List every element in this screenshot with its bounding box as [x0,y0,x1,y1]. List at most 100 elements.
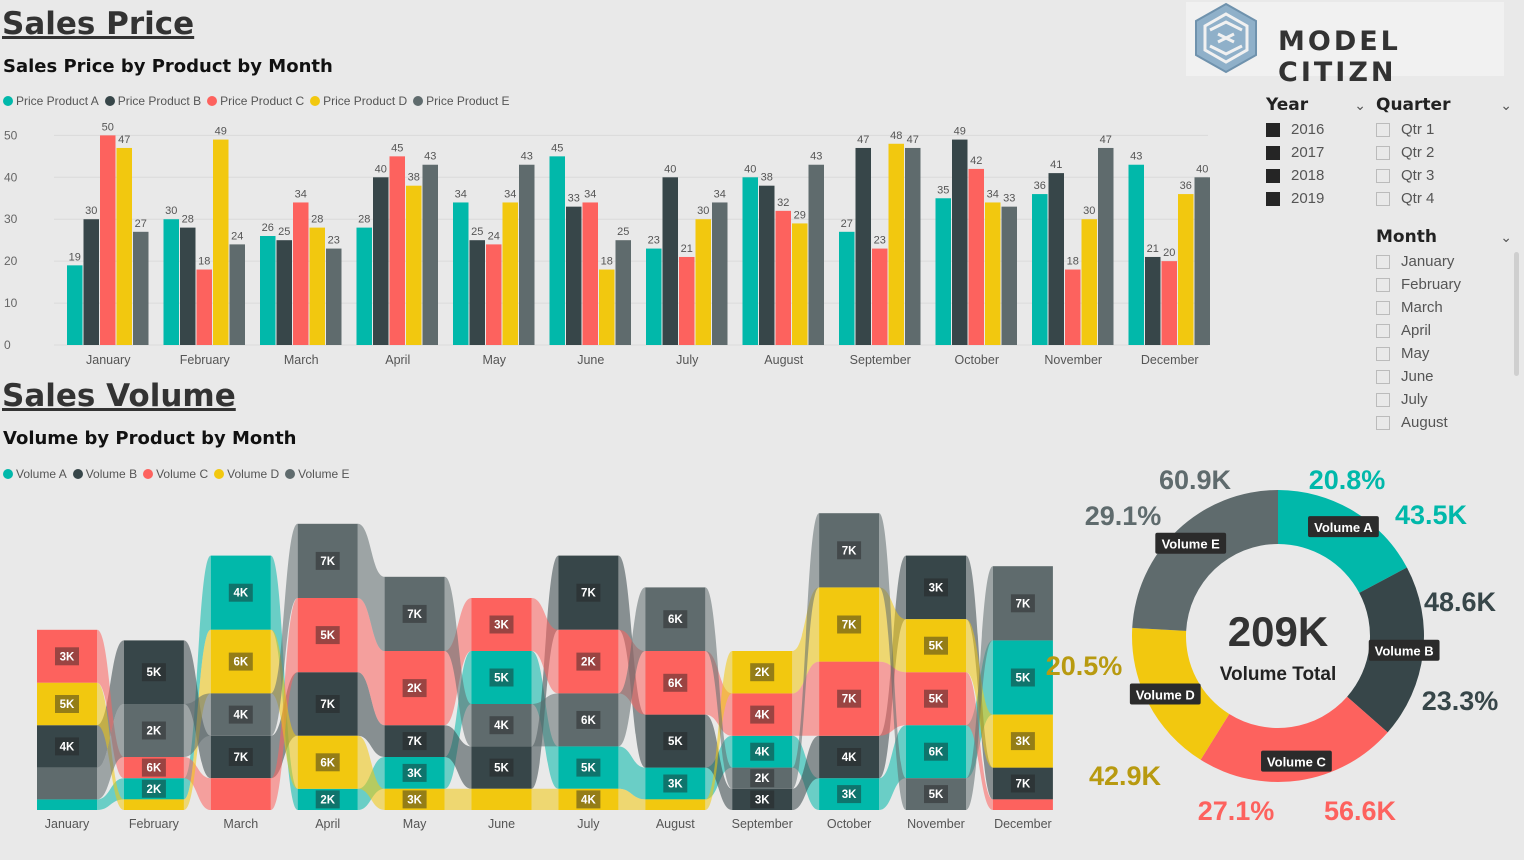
volume-legend-item[interactable]: Volume A [3,467,67,481]
volume-segment[interactable] [210,735,271,779]
volume-segment[interactable] [210,555,271,630]
price-bar[interactable] [1161,261,1178,345]
price-bar[interactable] [695,219,712,345]
price-bar[interactable] [196,269,213,345]
checkbox-icon[interactable] [1376,369,1390,384]
volume-segment[interactable] [732,693,793,736]
price-bar[interactable] [742,177,759,345]
price-bar[interactable] [1145,256,1161,345]
checkbox-checked-icon[interactable] [1266,191,1280,206]
checkbox-checked-icon[interactable] [1266,122,1280,137]
volume-segment[interactable] [471,788,532,810]
price-bar[interactable] [502,202,519,345]
volume-segment[interactable] [297,523,358,598]
checkbox-icon[interactable] [1376,300,1390,315]
volume-segment[interactable] [123,778,184,800]
volume-legend-item[interactable]: Volume D [214,467,279,481]
volume-segment[interactable] [819,778,880,810]
month-option[interactable]: July [1376,388,1512,411]
volume-segment[interactable] [210,778,271,810]
chevron-down-icon[interactable]: ⌄ [1500,228,1512,245]
chevron-down-icon[interactable]: ⌄ [1354,96,1366,113]
checkbox-icon[interactable] [1376,323,1390,338]
price-bar[interactable] [855,147,872,345]
price-bar[interactable] [662,177,679,345]
price-bar[interactable] [549,156,566,345]
volume-segment[interactable] [384,788,445,810]
volume-segment[interactable] [123,757,184,779]
volume-segment[interactable] [297,735,358,789]
volume-segment[interactable] [37,725,97,768]
volume-segment[interactable] [384,576,445,651]
volume-segment[interactable] [906,725,966,779]
chevron-down-icon[interactable]: ⌄ [1500,96,1512,113]
price-bar[interactable] [1032,194,1048,345]
price-bar[interactable] [615,240,632,345]
price-bar[interactable] [163,219,180,345]
volume-segment[interactable] [471,746,532,789]
quarter-option[interactable]: Qtr 2 [1376,141,1512,164]
price-bar[interactable] [1048,173,1065,345]
donut-slice[interactable] [1132,490,1278,631]
volume-segment[interactable] [558,693,619,747]
volume-segment[interactable] [297,598,358,673]
price-bar[interactable] [1128,164,1145,345]
volume-segment[interactable] [645,799,706,810]
volume-segment[interactable] [732,788,793,810]
price-bar[interactable] [775,210,792,345]
volume-segment[interactable] [37,799,97,810]
volume-segment[interactable] [645,587,706,651]
price-bar[interactable] [712,202,728,345]
price-bar[interactable] [839,231,855,345]
price-bar[interactable] [389,156,406,345]
price-bar[interactable] [293,202,309,345]
price-bar[interactable] [100,135,116,345]
price-bar[interactable] [1065,269,1081,345]
volume-segment[interactable] [384,651,445,726]
volume-segment[interactable] [645,651,706,715]
month-option[interactable]: March [1376,296,1512,319]
volume-segment[interactable] [123,704,184,757]
volume-segment[interactable] [819,661,880,736]
price-legend-item[interactable]: Price Product D [310,94,407,108]
volume-segment[interactable] [297,672,358,736]
volume-segment[interactable] [732,767,793,789]
volume-segment[interactable] [558,788,619,810]
volume-ribbon-chart[interactable]: 4K 5K 3K January 2K 6K 2K 5K February 7K 4K 6K 4K Mar… [0,500,1060,845]
price-legend-item[interactable]: Price Product B [104,94,201,108]
year-option[interactable]: 2018 [1266,164,1366,187]
quarter-option[interactable]: Qtr 3 [1376,164,1512,187]
volume-segment[interactable] [645,767,706,800]
month-option[interactable]: August [1376,411,1512,434]
quarter-option[interactable]: Qtr 4 [1376,187,1512,210]
volume-segment[interactable] [732,735,793,768]
volume-segment[interactable] [906,619,966,673]
volume-segment[interactable] [210,629,271,694]
price-bar[interactable] [872,248,888,345]
price-bar[interactable] [356,227,373,345]
volume-segment[interactable] [210,693,271,736]
price-bar[interactable] [808,164,825,345]
price-bar[interactable] [1178,194,1194,345]
checkbox-icon[interactable] [1376,415,1390,430]
price-bar[interactable] [229,244,246,345]
month-option[interactable]: February [1376,273,1512,296]
month-option[interactable]: June [1376,365,1512,388]
checkbox-icon[interactable] [1376,122,1390,137]
volume-legend-item[interactable]: Volume C [143,467,208,481]
checkbox-icon[interactable] [1376,145,1390,160]
year-option[interactable]: 2017 [1266,141,1366,164]
volume-segment[interactable] [906,778,966,810]
volume-donut-chart[interactable]: Volume A 20.8% 43.5K Volume B 23.3% 48.6K Volu… [1030,450,1524,845]
volume-segment[interactable] [37,682,97,726]
price-bar[interactable] [309,227,326,345]
price-bar[interactable] [888,143,905,345]
year-option[interactable]: 2016 [1266,118,1366,141]
year-option[interactable]: 2019 [1266,187,1366,210]
volume-legend-item[interactable]: Volume B [72,467,137,481]
checkbox-icon[interactable] [1376,346,1390,361]
price-bar[interactable] [1098,147,1114,345]
month-option[interactable]: January [1376,250,1512,273]
volume-segment[interactable] [558,555,619,630]
price-bar[interactable] [905,147,921,345]
